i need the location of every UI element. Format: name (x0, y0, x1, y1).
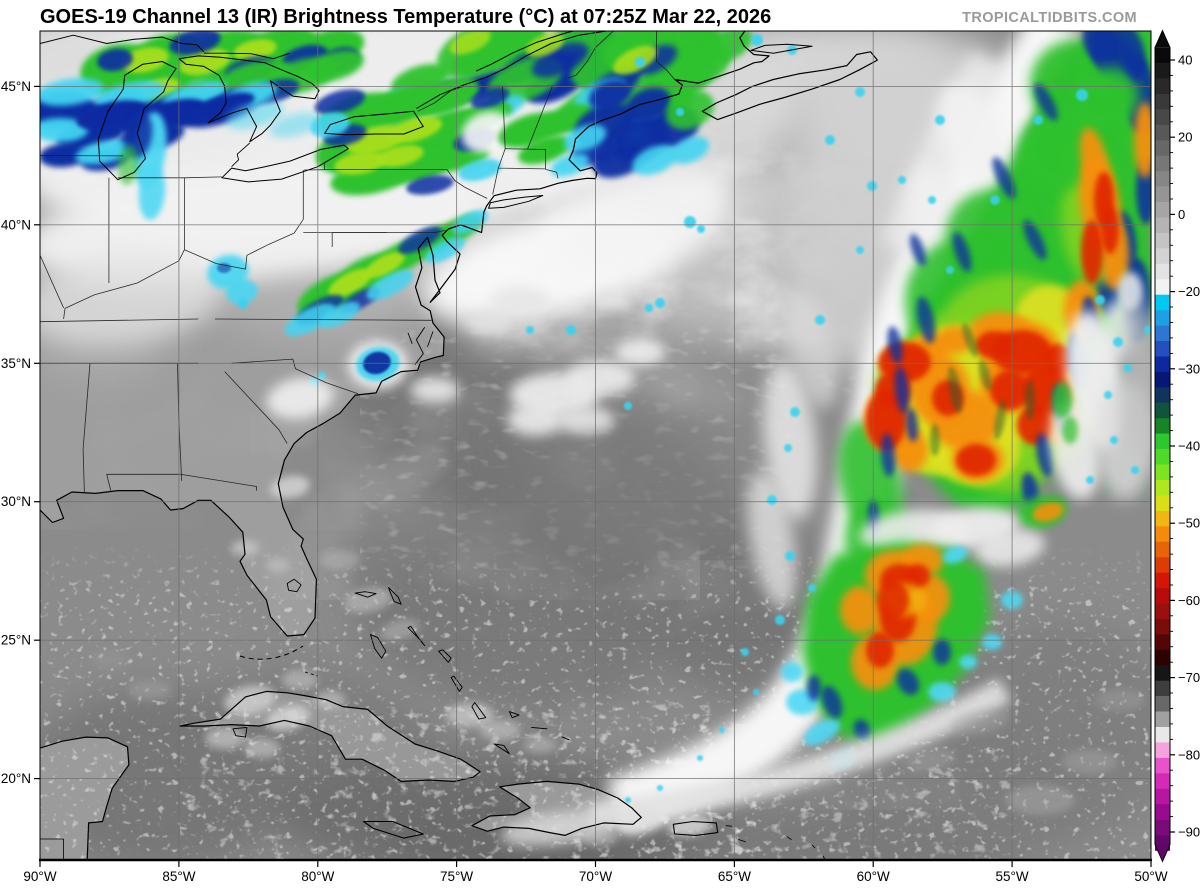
svg-text:85°W: 85°W (162, 869, 195, 884)
svg-text:80°W: 80°W (301, 869, 334, 884)
svg-text:50°W: 50°W (1134, 869, 1167, 884)
svg-text:70°W: 70°W (579, 869, 612, 884)
svg-text:GOES-19 Channel 13 (IR) Bright: GOES-19 Channel 13 (IR) Brightness Tempe… (40, 6, 771, 28)
svg-text:0: 0 (1178, 207, 1185, 222)
svg-text:45°N: 45°N (1, 79, 31, 94)
svg-text:−60: −60 (1178, 593, 1200, 608)
svg-text:20°N: 20°N (1, 771, 31, 786)
svg-text:−70: −70 (1178, 670, 1200, 685)
svg-text:−80: −80 (1178, 747, 1200, 762)
svg-text:35°N: 35°N (1, 356, 31, 371)
svg-text:−90: −90 (1178, 825, 1200, 840)
svg-text:40: 40 (1178, 53, 1192, 68)
svg-text:90°W: 90°W (23, 869, 56, 884)
svg-text:60°W: 60°W (857, 869, 890, 884)
svg-text:−40: −40 (1178, 439, 1200, 454)
svg-text:30°N: 30°N (1, 494, 31, 509)
svg-text:65°W: 65°W (718, 869, 751, 884)
svg-text:25°N: 25°N (1, 633, 31, 648)
svg-text:−50: −50 (1178, 516, 1200, 531)
svg-text:75°W: 75°W (440, 869, 473, 884)
svg-text:55°W: 55°W (996, 869, 1029, 884)
svg-text:20: 20 (1178, 130, 1192, 145)
svg-text:TROPICALTIDBITS.COM: TROPICALTIDBITS.COM (962, 10, 1137, 26)
svg-text:40°N: 40°N (1, 217, 31, 232)
svg-text:−30: −30 (1178, 361, 1200, 376)
svg-text:−20: −20 (1178, 284, 1200, 299)
